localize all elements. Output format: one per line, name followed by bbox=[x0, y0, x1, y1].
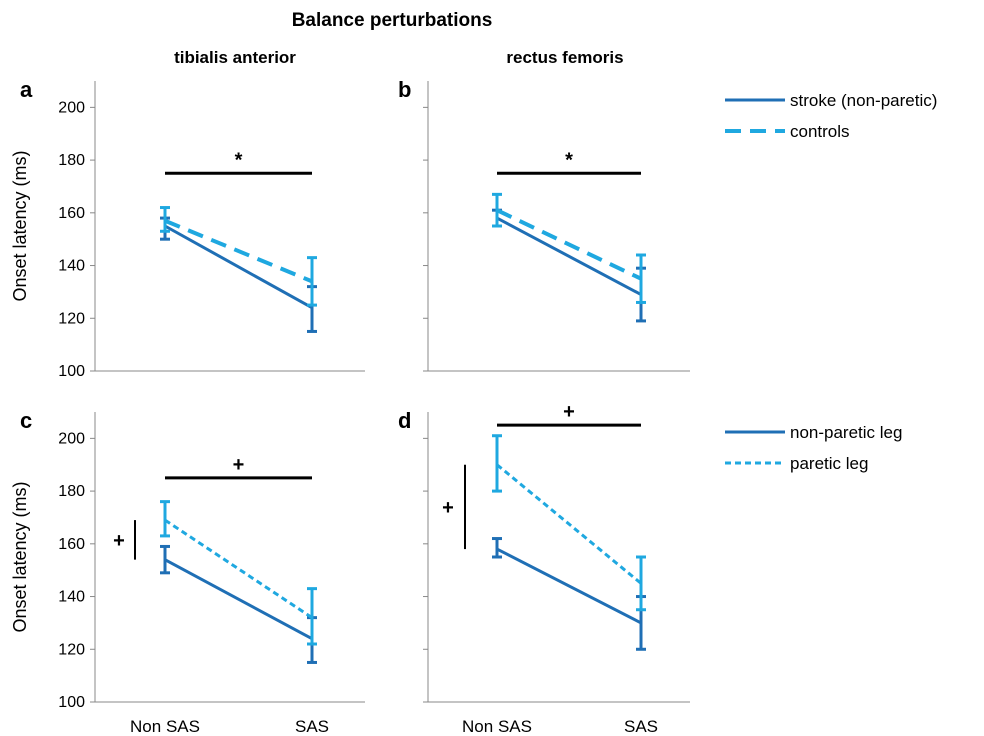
significance-symbol: * bbox=[235, 149, 243, 171]
legend-bottom: non-paretic leg paretic leg bbox=[725, 423, 902, 473]
y-tick-label: 100 bbox=[58, 363, 85, 380]
y-tick-label: 140 bbox=[58, 258, 85, 275]
x-tick-label: SAS bbox=[295, 717, 329, 736]
panel-d: d Non SAS SAS + + bbox=[398, 401, 690, 736]
series-line bbox=[496, 216, 642, 296]
legend-top: stroke (non-paretic) controls bbox=[725, 91, 937, 141]
y-tick-label: 180 bbox=[58, 483, 85, 500]
y-tick-label: 180 bbox=[58, 152, 85, 169]
y-tick-label: 160 bbox=[58, 205, 85, 222]
series-line bbox=[164, 218, 313, 284]
significance-symbol: + bbox=[563, 401, 575, 423]
x-tick-label: Non SAS bbox=[130, 717, 200, 736]
series-line bbox=[164, 558, 313, 641]
panel-c: c 100 120 140 160 180 200 Onset latency (ms) Non… bbox=[10, 408, 365, 736]
y-tick-label: 140 bbox=[58, 589, 85, 606]
x-tick-label: Non SAS bbox=[462, 717, 532, 736]
legend-label: stroke (non-paretic) bbox=[790, 91, 937, 110]
column-title-rectus: rectus femoris bbox=[506, 48, 623, 67]
legend-label: paretic leg bbox=[790, 454, 868, 473]
panel-letter: d bbox=[398, 408, 411, 433]
panel-letter: a bbox=[20, 77, 33, 102]
x-tick-label: SAS bbox=[624, 717, 658, 736]
series-line bbox=[164, 224, 313, 310]
y-tick-label: 100 bbox=[58, 694, 85, 711]
significance-symbol: + bbox=[233, 454, 245, 476]
significance-symbol: * bbox=[565, 149, 573, 171]
y-tick-label: 160 bbox=[58, 536, 85, 553]
significance-symbol: + bbox=[113, 530, 125, 552]
panel-b: b* bbox=[398, 77, 690, 372]
y-tick-label: 200 bbox=[58, 99, 85, 116]
legend-label: non-paretic leg bbox=[790, 423, 902, 442]
significance-symbol: + bbox=[442, 497, 454, 519]
panel-letter: c bbox=[20, 408, 32, 433]
series-line bbox=[496, 547, 642, 625]
y-tick-label: 200 bbox=[58, 430, 85, 447]
panel-letter: b bbox=[398, 77, 411, 102]
series-line bbox=[496, 463, 642, 585]
column-title-tibialis: tibialis anterior bbox=[174, 48, 296, 67]
y-axis-title: Onset latency (ms) bbox=[10, 150, 30, 301]
figure-title: Balance perturbations bbox=[292, 10, 493, 31]
panel-a: a 100 120 140 160 180 200 Onset latency (ms) * bbox=[10, 77, 365, 380]
series-line bbox=[496, 208, 642, 281]
y-tick-label: 120 bbox=[58, 310, 85, 327]
series-line bbox=[164, 518, 313, 619]
y-tick-label: 120 bbox=[58, 641, 85, 658]
y-axis-title: Onset latency (ms) bbox=[10, 481, 30, 632]
legend-label: controls bbox=[790, 122, 850, 141]
